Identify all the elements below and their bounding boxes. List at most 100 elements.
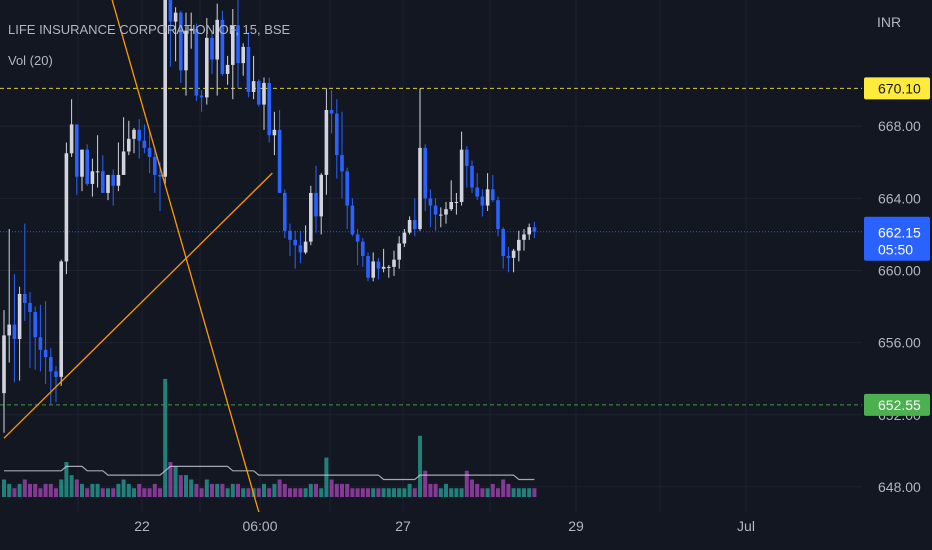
candle-body bbox=[501, 229, 505, 257]
candle-body bbox=[127, 138, 131, 152]
candle-body bbox=[480, 196, 485, 206]
price-tick-label: 648.00 bbox=[878, 479, 921, 495]
candle-body bbox=[231, 25, 235, 65]
volume-bar bbox=[366, 488, 370, 497]
candle-body bbox=[246, 46, 251, 92]
candle-body bbox=[423, 147, 427, 199]
candle-body bbox=[179, 12, 183, 71]
candlestick-series bbox=[2, 0, 537, 433]
volume-bar bbox=[527, 488, 532, 497]
candle-body bbox=[381, 266, 386, 269]
candle-body bbox=[147, 147, 152, 157]
volume-bar bbox=[69, 475, 74, 497]
candle-body bbox=[366, 256, 370, 278]
volume-bar bbox=[288, 488, 292, 497]
volume-bar bbox=[163, 378, 168, 497]
volume-bar bbox=[355, 488, 360, 497]
symbol-title[interactable]: LIFE INSURANCE CORPORATION OF, 15, BSE bbox=[8, 22, 291, 37]
volume-bar bbox=[95, 483, 100, 497]
volume-bar bbox=[178, 475, 183, 497]
volume-bar bbox=[371, 488, 376, 497]
volume-bar bbox=[184, 475, 188, 497]
candle-body bbox=[95, 171, 100, 173]
candle-body bbox=[121, 151, 126, 175]
candle-body bbox=[111, 174, 115, 186]
candle-body bbox=[142, 140, 147, 148]
volume-bar bbox=[444, 483, 448, 497]
candle-body bbox=[433, 205, 438, 215]
volume-bar bbox=[246, 488, 251, 497]
candle-body bbox=[329, 110, 334, 114]
candle-body bbox=[220, 19, 225, 74]
volume-ma-line bbox=[4, 465, 535, 481]
candle-body bbox=[28, 302, 32, 312]
candle-body bbox=[210, 37, 214, 60]
last-price-badge bbox=[864, 216, 930, 261]
volume-bar bbox=[241, 488, 246, 497]
candle-body bbox=[532, 227, 537, 232]
candle-body bbox=[527, 227, 531, 235]
time-tick-label: 06:00 bbox=[242, 518, 277, 534]
candle-body bbox=[413, 220, 417, 230]
volume-bar bbox=[100, 488, 105, 497]
candle-body bbox=[184, 30, 188, 71]
candle-body bbox=[80, 149, 84, 177]
volume-bar bbox=[22, 479, 27, 497]
candle-body bbox=[517, 239, 521, 251]
candle-body bbox=[64, 153, 69, 262]
candle-body bbox=[236, 25, 240, 64]
candle-body bbox=[199, 95, 204, 98]
volume-bar bbox=[350, 488, 355, 497]
volume-bar bbox=[59, 479, 64, 497]
candle-body bbox=[241, 46, 245, 64]
candle-body bbox=[262, 82, 266, 105]
volume-bar bbox=[506, 483, 511, 497]
volume-bar bbox=[256, 488, 261, 497]
volume-bar bbox=[74, 479, 79, 497]
volume-bar bbox=[90, 483, 95, 497]
volume-bar bbox=[277, 479, 282, 497]
volume-bar bbox=[54, 488, 58, 497]
volume-bar bbox=[116, 483, 121, 497]
volume-bar bbox=[501, 479, 506, 497]
candle-body bbox=[454, 201, 459, 203]
candle-body bbox=[132, 129, 136, 139]
candle-body bbox=[459, 149, 464, 202]
candle-body bbox=[23, 293, 27, 303]
volume-indicator-label[interactable]: Vol (20) bbox=[8, 53, 53, 68]
candle-body bbox=[7, 324, 11, 336]
volume-bar bbox=[360, 488, 365, 497]
volume-bar bbox=[433, 483, 438, 497]
candle-body bbox=[324, 110, 329, 175]
support-price-badge bbox=[864, 393, 930, 416]
candle-body bbox=[491, 189, 495, 201]
candle-body bbox=[293, 239, 297, 246]
candle-body bbox=[283, 192, 287, 231]
volume-bar bbox=[12, 488, 17, 497]
volume-bar bbox=[7, 483, 12, 497]
volume-bar bbox=[38, 488, 43, 497]
volume-bar bbox=[267, 488, 272, 497]
volume-bar bbox=[106, 488, 110, 497]
candle-body bbox=[38, 337, 43, 350]
volume-bar bbox=[340, 483, 344, 497]
time-axis-bg bbox=[0, 512, 862, 550]
time-axis[interactable]: 22 06:00 27 29 Jul bbox=[0, 512, 862, 550]
candle-body bbox=[496, 200, 500, 230]
price-tick-label: 664.00 bbox=[878, 190, 921, 206]
trendlines[interactable] bbox=[3, 0, 273, 524]
candle-body bbox=[298, 245, 303, 253]
candle-body bbox=[75, 124, 79, 177]
candle-body bbox=[444, 209, 448, 215]
volume-bar bbox=[121, 479, 126, 497]
volume-bar bbox=[418, 435, 422, 497]
candle-body bbox=[12, 324, 17, 340]
volume-bar bbox=[236, 483, 240, 497]
support-price-label: 652.55 bbox=[878, 397, 921, 413]
volume-bar bbox=[428, 483, 433, 497]
volume-bar bbox=[397, 488, 402, 497]
price-axis[interactable]: 668.00664.00660.00656.00652.00648.00670.… bbox=[862, 0, 932, 550]
resistance-price-label: 670.10 bbox=[878, 80, 921, 96]
